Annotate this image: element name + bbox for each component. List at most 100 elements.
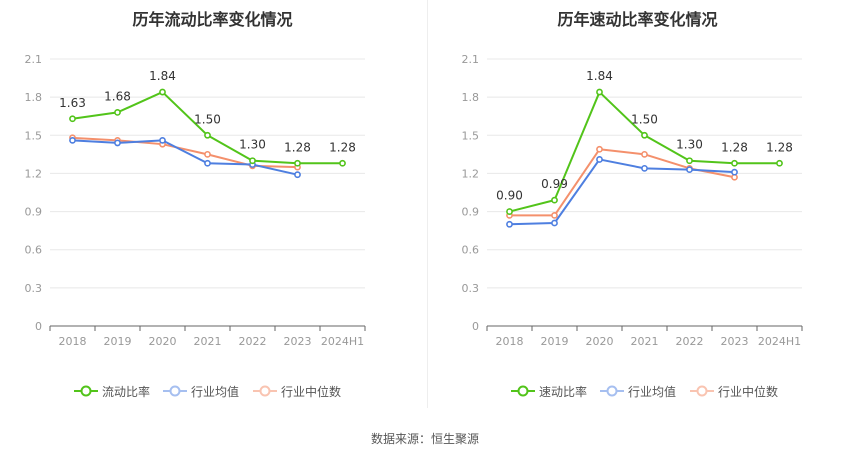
legend-marker-icon	[163, 385, 187, 397]
legend-item-industry-median[interactable]: 行业中位数	[690, 382, 778, 400]
data-point	[731, 159, 738, 167]
data-point	[596, 145, 603, 153]
data-label: 0.99	[541, 177, 568, 191]
y-tick-label: 0.6	[25, 244, 43, 257]
legend-marker-icon	[253, 385, 277, 397]
chart-legend: 流动比率 行业均值 行业中位数	[0, 382, 425, 400]
data-point	[69, 115, 76, 123]
quick-ratio-chart: 0 0.3 0.6 0.9 1.2 1.5 1.8 2.1 2018 2019 2020 2021 20…	[462, 53, 803, 348]
x-tick-label: 2022	[239, 335, 267, 348]
x-tick-label: 2023	[721, 335, 749, 348]
y-tick-label: 1.5	[25, 129, 43, 142]
data-point	[641, 131, 648, 139]
legend-label: 行业中位数	[281, 384, 342, 399]
x-tick-label: 2020	[149, 335, 177, 348]
x-tick-label: 2019	[104, 335, 132, 348]
data-point	[506, 208, 513, 215]
y-tick-label: 2.1	[25, 53, 43, 66]
data-point	[776, 159, 783, 167]
y-tick-label: 0.9	[25, 206, 43, 219]
data-label: 1.30	[676, 138, 703, 152]
legend-label: 行业中位数	[718, 384, 779, 399]
legend-item-current-ratio[interactable]: 流动比率	[74, 382, 150, 400]
legend-label: 速动比率	[539, 384, 588, 399]
data-label: 1.28	[284, 140, 311, 154]
y-tick-label: 0.6	[462, 244, 480, 257]
data-label: 1.84	[586, 69, 613, 83]
series-line	[72, 139, 298, 176]
y-tick-label: 0	[35, 320, 42, 333]
legend-marker-icon	[511, 385, 535, 397]
legend-item-industry-avg[interactable]: 行业均值	[163, 382, 239, 400]
y-tick-label: 0.9	[462, 206, 480, 219]
y-tick-label: 0.3	[25, 282, 43, 295]
data-point	[551, 219, 558, 227]
data-point	[551, 196, 558, 204]
data-point	[159, 136, 166, 144]
y-tick-label: 1.8	[462, 91, 480, 104]
data-point	[204, 150, 211, 158]
data-point	[204, 131, 211, 139]
y-tick-label: 1.2	[462, 167, 480, 180]
legend-label: 流动比率	[102, 384, 151, 399]
data-point	[641, 150, 648, 158]
data-point	[506, 220, 513, 228]
main-series: 0.90 0.99 1.84 1.50 1.30 1.28 1.28	[496, 69, 793, 215]
data-point	[731, 168, 738, 176]
x-tick-label: 2024H1	[321, 335, 364, 348]
data-point	[159, 88, 166, 96]
data-label: 1.84	[149, 69, 176, 83]
panel-divider	[427, 0, 428, 408]
quick-ratio-chart-panel: 历年速动比率变化情况 0 0.3 0.6 0.9 1.2 1.5 1.8 2.1 2018 201…	[425, 0, 850, 420]
y-tick-label: 1.2	[25, 167, 43, 180]
chart-title: 历年速动比率变化情况	[557, 10, 718, 29]
data-point	[686, 157, 693, 165]
industry-avg-series	[506, 156, 738, 228]
x-tick-label: 2021	[194, 335, 222, 348]
legend-item-industry-median[interactable]: 行业中位数	[253, 382, 341, 400]
data-label: 1.63	[59, 96, 86, 110]
y-tick-label: 0.3	[462, 282, 480, 295]
data-point	[294, 171, 301, 179]
y-tick-label: 0	[472, 320, 479, 333]
data-label: 1.28	[721, 140, 748, 154]
data-label: 1.30	[239, 138, 266, 152]
data-point	[596, 156, 603, 163]
x-tick-label: 2024H1	[758, 335, 801, 348]
data-point	[551, 211, 558, 219]
chart-legend: 速动比率 行业均值 行业中位数	[425, 382, 850, 400]
data-point	[686, 166, 693, 174]
data-label: 1.50	[631, 112, 658, 126]
legend-label: 行业均值	[191, 384, 240, 399]
data-point	[249, 157, 256, 165]
y-tick-label: 1.8	[25, 91, 43, 104]
y-tick-label: 2.1	[462, 53, 480, 66]
x-tick-label: 2018	[59, 335, 87, 348]
chart-title: 历年流动比率变化情况	[132, 10, 293, 29]
data-point	[69, 136, 76, 144]
x-tick-label: 2020	[586, 335, 614, 348]
data-point	[294, 159, 301, 167]
data-point	[596, 88, 603, 96]
current-ratio-chart: 0 0.3 0.6 0.9 1.2 1.5 1.8 2.1 2018 2019 2020 2021 20…	[25, 53, 366, 348]
legend-label: 行业均值	[628, 384, 677, 399]
x-tick-label: 2018	[496, 335, 524, 348]
legend-item-quick-ratio[interactable]: 速动比率	[511, 382, 587, 400]
current-ratio-chart-panel: 历年流动比率变化情况 0 0.3 0.6 0.9 1.2 1.5 1.8 2.1 2018 201…	[0, 0, 425, 420]
data-source-note: 数据来源：恒生聚源	[370, 432, 479, 446]
data-label: 1.28	[766, 140, 793, 154]
x-tick-label: 2022	[676, 335, 704, 348]
y-tick-label: 1.5	[462, 129, 480, 142]
data-label: 0.90	[496, 189, 523, 203]
data-point	[114, 109, 121, 116]
main-series: 1.63 1.68 1.84 1.50 1.30 1.28 1.28	[59, 69, 356, 167]
data-point	[204, 159, 211, 167]
data-label: 1.68	[104, 89, 131, 103]
data-point	[339, 159, 346, 167]
legend-marker-icon	[74, 385, 98, 397]
x-tick-label: 2021	[631, 335, 659, 348]
series-line	[509, 158, 735, 226]
data-point	[641, 164, 648, 172]
legend-item-industry-avg[interactable]: 行业均值	[600, 382, 676, 400]
data-point	[114, 139, 121, 147]
